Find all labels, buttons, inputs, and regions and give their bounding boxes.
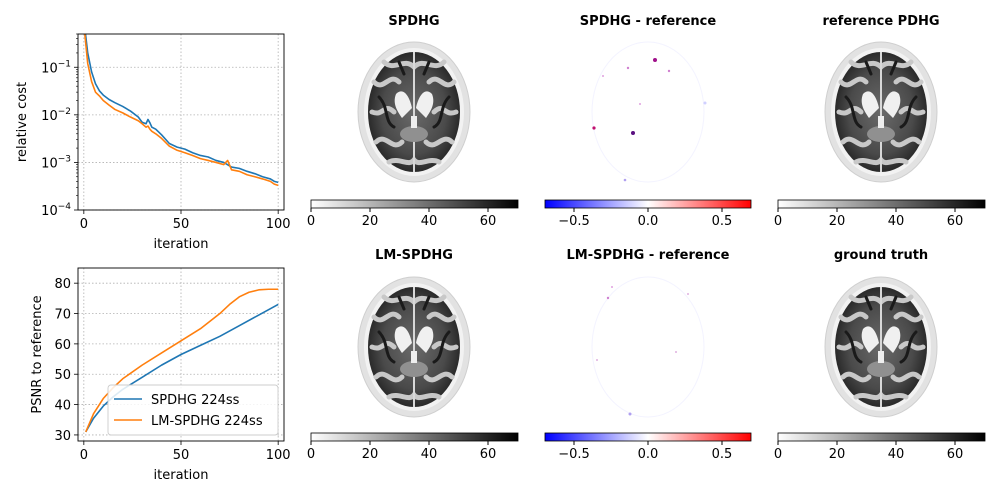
colorbar-tick-label: 60 [947, 214, 964, 229]
panel-title: SPDHG - reference [580, 14, 717, 29]
colorbar-tick-label: 60 [947, 447, 964, 462]
x-tick-label: 50 [173, 448, 190, 463]
y-axis-label: relative cost [15, 82, 30, 162]
panel-title: ground truth [834, 248, 928, 263]
axes-frame [77, 33, 285, 211]
x-tick-label: 100 [266, 448, 291, 463]
panel-title: LM-SPDHG [375, 248, 453, 263]
y-tick-label: 10−1 [41, 59, 71, 76]
colorbar-ticks: 0 20 40 60 [307, 441, 496, 462]
panel-spdhg-minus-reference: SPDHG - reference −0.5 0.0 0.5 [544, 14, 752, 229]
colorbar-tick-label: 20 [829, 214, 846, 229]
colorbar-tick-label: 0 [307, 447, 315, 462]
colorbar-tick-label: 40 [421, 447, 438, 462]
y-axis-label: PSNR to reference [30, 295, 45, 413]
panel-title: LM-SPDHG - reference [566, 248, 729, 263]
colorbar-tick-label: 0.0 [638, 447, 659, 462]
colorbar-tick-label: 0 [307, 214, 315, 229]
panel-lm-spdhg: LM-SPDHG 0 20 40 60 [307, 248, 519, 462]
brain-image [825, 42, 937, 182]
brain-image [358, 42, 470, 182]
panel-ground-truth: ground truth 0 20 40 60 [774, 248, 986, 462]
colorbar-ticks: −0.5 0.0 0.5 [558, 441, 732, 462]
series-line-lm-spdhg [83, 34, 279, 187]
y-tick-label: 30 [54, 429, 71, 444]
y-tick-label: 40 [54, 399, 71, 414]
panel-title: SPDHG [388, 14, 439, 29]
colorbar-tick-label: 60 [480, 214, 497, 229]
colorbar [777, 199, 986, 209]
cost-chart: 0 50 100 10−4 10−3 10−2 10−1 iteration relative … [15, 33, 291, 252]
difference-specks [596, 286, 689, 416]
legend-box [107, 384, 279, 436]
y-tick-label: 10−4 [41, 202, 71, 219]
panel-spdhg: SPDHG 0 20 40 60 [307, 14, 519, 229]
y-tick-label: 50 [54, 368, 71, 383]
colorbar-tick-label: 0 [774, 214, 782, 229]
line-charts: 0 50 100 10−4 10−3 10−2 10−1 iteration relative … [15, 33, 291, 483]
colorbar [310, 432, 519, 442]
colorbar-tick-label: 0.5 [712, 214, 733, 229]
colorbar [777, 432, 986, 442]
colorbar-tick-label: 20 [829, 447, 846, 462]
colorbar-ticks: 0 20 40 60 [774, 441, 963, 462]
colorbar [310, 199, 519, 209]
colorbar-tick-label: 0.0 [638, 214, 659, 229]
brain-image [825, 277, 937, 417]
colorbar-ticks: −0.5 0.0 0.5 [558, 208, 732, 229]
y-tick-label: 70 [54, 308, 71, 323]
colorbar [544, 432, 752, 442]
colorbar-tick-label: 20 [362, 447, 379, 462]
y-tick-label: 80 [54, 277, 71, 292]
colorbar-tick-label: 20 [362, 214, 379, 229]
colorbar-tick-label: 0 [774, 447, 782, 462]
panel-title: reference PDHG [822, 14, 939, 29]
colorbar-tick-label: −0.5 [558, 447, 590, 462]
x-tick-label: 50 [173, 217, 190, 232]
image-panels: SPDHG 0 20 40 60 SPDHG - reference [307, 14, 986, 462]
x-tick-label: 0 [80, 448, 88, 463]
colorbar [544, 199, 752, 209]
colorbar-tick-label: 40 [421, 214, 438, 229]
difference-image [591, 41, 705, 183]
x-tick-label: 0 [80, 217, 88, 232]
x-tick-label: 100 [266, 217, 291, 232]
y-tick-label: 60 [54, 338, 71, 353]
y-tick-label: 10−3 [41, 154, 71, 171]
colorbar-ticks: 0 20 40 60 [774, 208, 963, 229]
legend-label: SPDHG 224ss [151, 393, 240, 408]
panel-reference-pdhg: reference PDHG 0 20 40 60 [774, 14, 986, 229]
colorbar-tick-label: −0.5 [558, 214, 590, 229]
x-axis-label: iteration [154, 468, 209, 483]
colorbar-ticks: 0 20 40 60 [307, 208, 496, 229]
axes-frame [77, 267, 285, 442]
psnr-chart: 0 50 100 30 40 50 60 70 80 iteration PSNR to refer… [30, 267, 291, 483]
difference-specks [592, 58, 707, 182]
colorbar-tick-label: 40 [888, 214, 905, 229]
y-tick-label: 10−2 [41, 107, 71, 124]
panel-lm-spdhg-minus-reference: LM-SPDHG - reference −0.5 0.0 0.5 [544, 248, 752, 462]
x-axis-label: iteration [154, 237, 209, 252]
series-line-spdhg [85, 303, 279, 433]
legend-label: LM-SPDHG 224ss [151, 414, 263, 429]
brain-image [358, 277, 470, 417]
colorbar-tick-label: 40 [888, 447, 905, 462]
colorbar-tick-label: 60 [480, 447, 497, 462]
colorbar-tick-label: 0.5 [712, 447, 733, 462]
series-line-spdhg [84, 34, 279, 184]
